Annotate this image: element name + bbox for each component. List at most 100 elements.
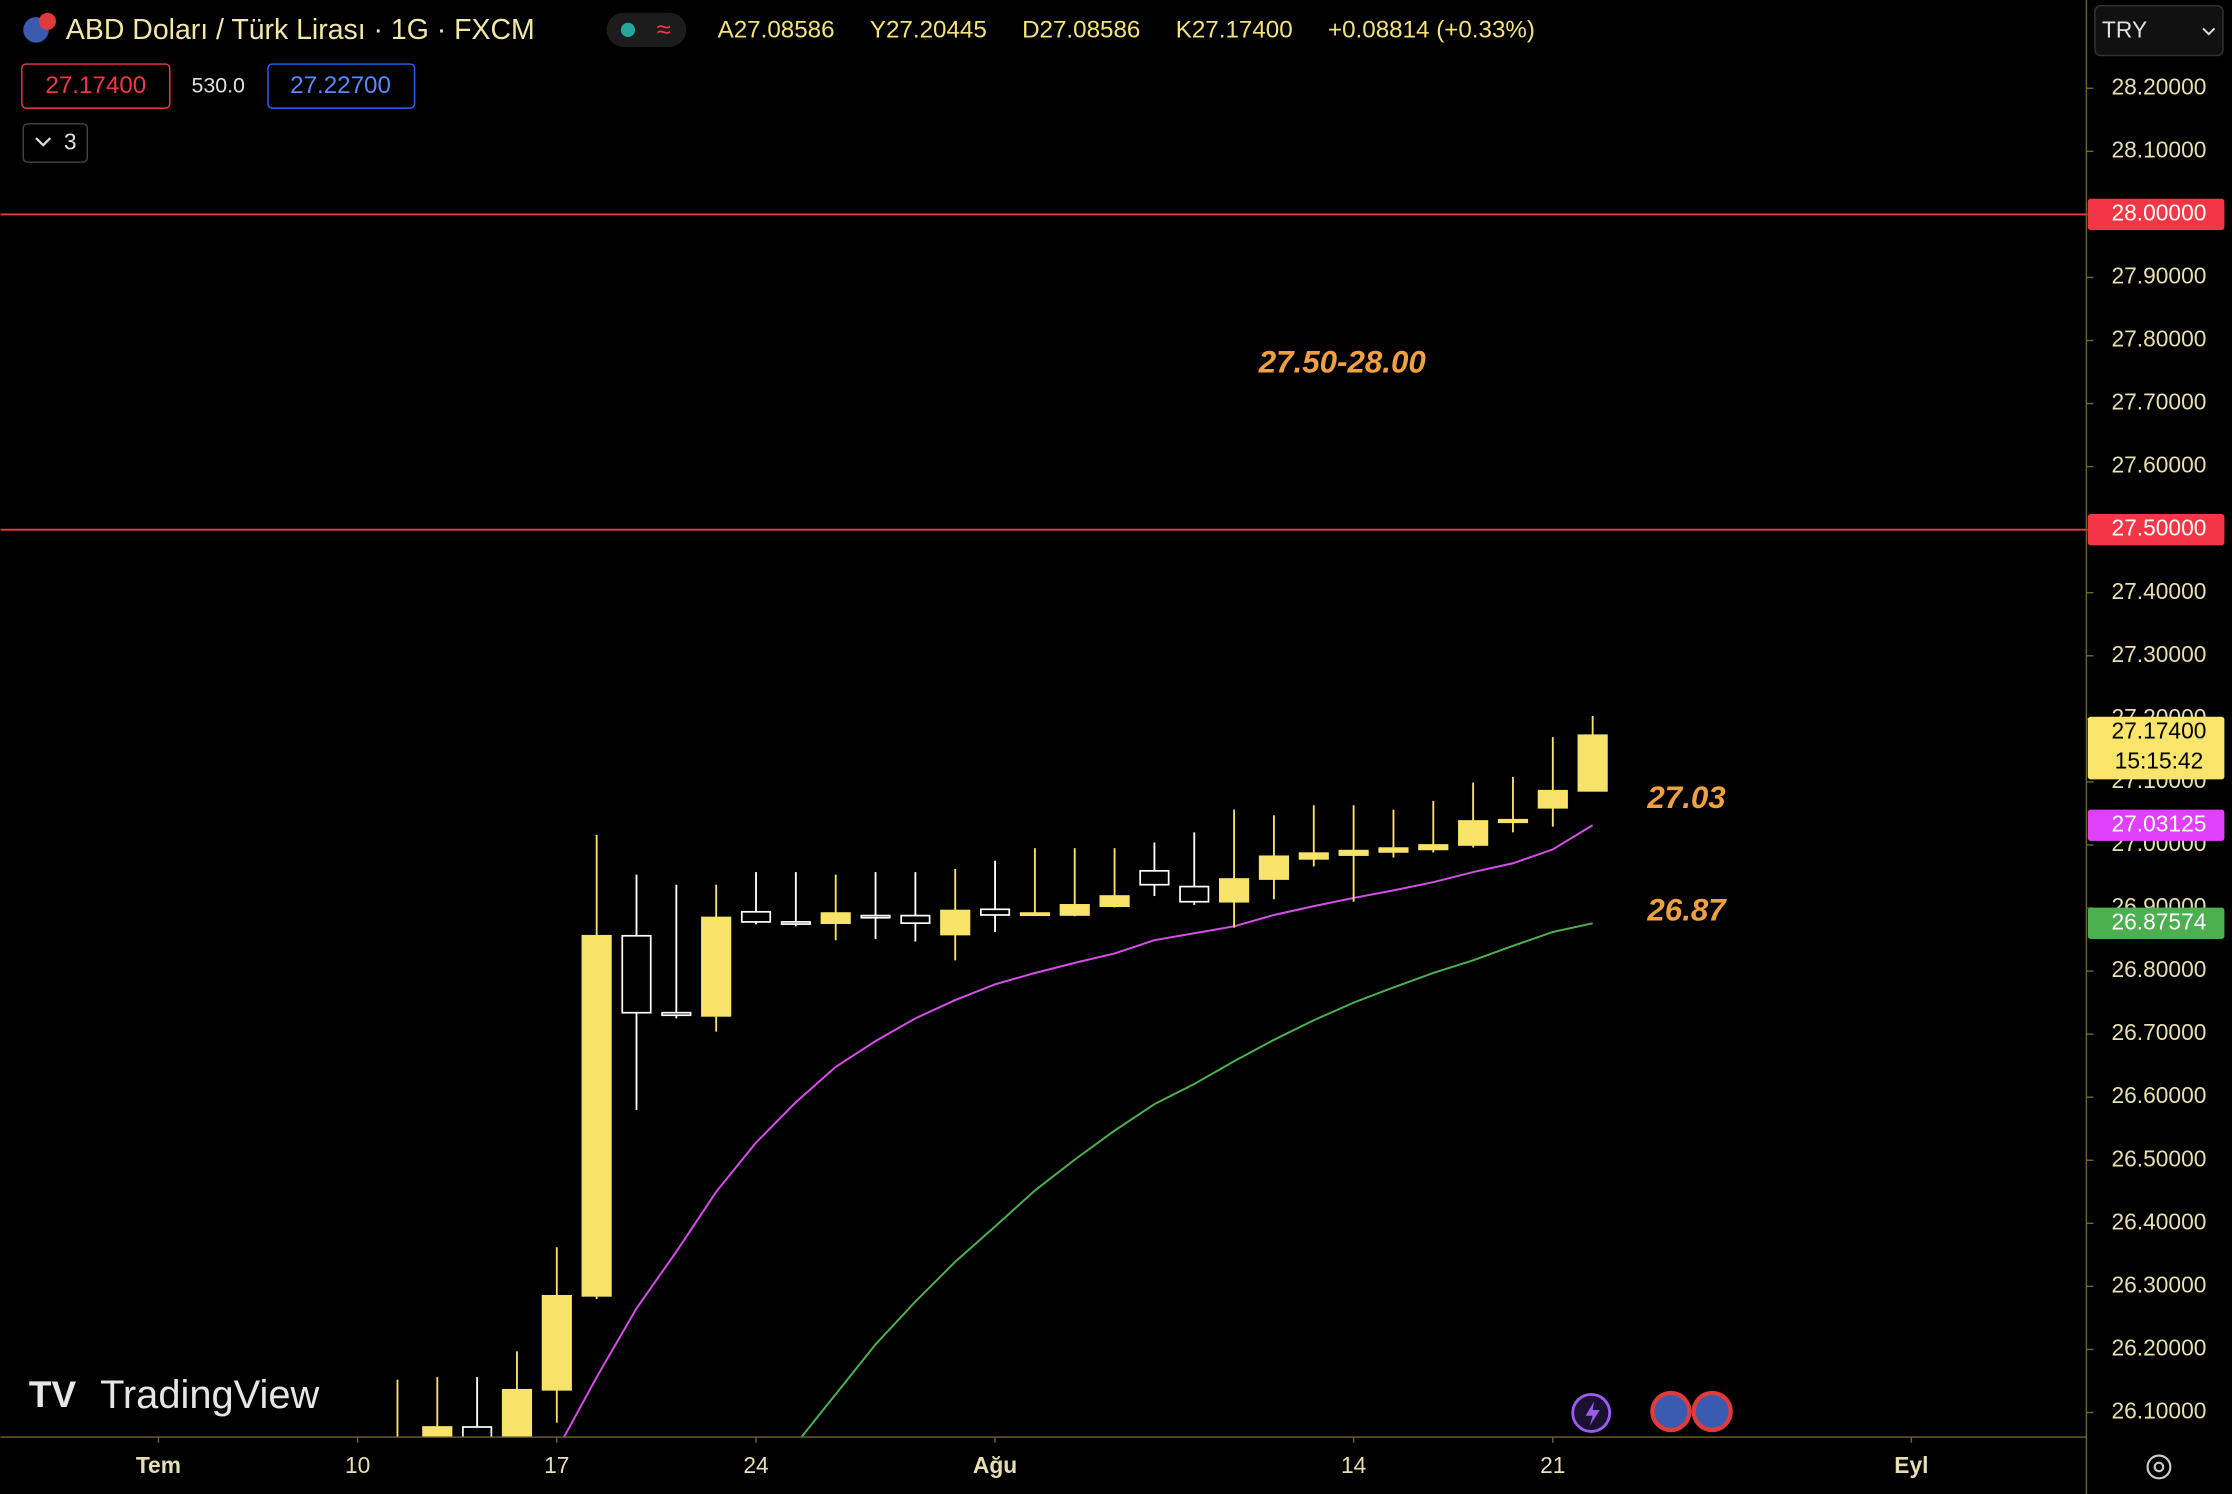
x-tick-label: 10 xyxy=(345,1452,370,1478)
y-tick-label: 27.60000 xyxy=(2112,452,2207,478)
y-tick-label: 26.80000 xyxy=(2112,956,2207,982)
countdown: 15:15:42 xyxy=(2115,747,2204,773)
indicators-count[interactable]: 3 xyxy=(64,129,77,155)
candle-body xyxy=(1139,869,1170,886)
candle-body xyxy=(900,914,931,925)
y-tick-label: 26.60000 xyxy=(2112,1082,2207,1108)
brand: TradingView xyxy=(100,1373,319,1417)
candle-body xyxy=(1497,818,1529,824)
candle-body xyxy=(1537,789,1568,809)
ma-line xyxy=(562,824,1594,1438)
ma-line xyxy=(800,922,1593,1438)
y-tick-label: 26.50000 xyxy=(2112,1145,2207,1171)
candle-body xyxy=(1258,855,1290,880)
candle-body xyxy=(1378,847,1409,853)
y-tick-label: 27.70000 xyxy=(2112,389,2207,415)
price-tag xyxy=(2087,907,2225,939)
y-tick-label: 26.10000 xyxy=(2112,1398,2207,1424)
price-tag xyxy=(2087,716,2225,780)
chevron xyxy=(35,137,52,147)
candle-body xyxy=(860,914,891,919)
candle-body xyxy=(701,916,732,1017)
price-tag-label: 26.87574 xyxy=(2112,908,2207,934)
candle-body xyxy=(501,1388,533,1438)
candle-body xyxy=(1019,912,1050,917)
price-tag xyxy=(2087,198,2225,231)
x-tick-label: Ağu xyxy=(973,1452,1017,1478)
ohlc: Y27.20445 xyxy=(870,17,987,44)
annotation: 26.87 xyxy=(1646,892,1727,927)
y-tick-label: 27.40000 xyxy=(2112,578,2207,604)
currency-select[interactable] xyxy=(2094,4,2224,57)
candle-body xyxy=(541,1294,572,1391)
candle-body xyxy=(1059,904,1090,916)
symbol-title: ABD Doları / Türk Lirası · 1G · FXCM xyxy=(66,14,535,46)
price-tag xyxy=(2087,514,2225,546)
candle-body xyxy=(1338,849,1369,856)
price-tag-label: 27.17400 xyxy=(2112,717,2207,743)
y-tick-label: 27.80000 xyxy=(2112,326,2207,352)
candle-body xyxy=(940,909,971,936)
event-icon[interactable] xyxy=(1650,1390,1692,1433)
change: +0.08814 (+0.33%) xyxy=(1328,17,1535,44)
candle-body xyxy=(979,908,1011,916)
y-tick-label: 26.40000 xyxy=(2112,1208,2207,1234)
flag-icon xyxy=(38,12,56,30)
currency[interactable]: TRY xyxy=(2102,16,2147,42)
price-tag-label: 27.50000 xyxy=(2112,515,2207,541)
candle-body xyxy=(820,912,851,925)
annotation: 27.50-28.00 xyxy=(1258,345,1427,380)
chevron xyxy=(2202,27,2216,36)
sell-button[interactable] xyxy=(21,63,171,109)
price-tag xyxy=(2087,809,2225,841)
bid-price[interactable]: 27.17400 xyxy=(45,72,146,99)
candle-body xyxy=(1418,844,1449,851)
candle-body xyxy=(1298,852,1329,860)
status-pill xyxy=(606,12,687,47)
y-tick-label: 26.30000 xyxy=(2112,1271,2207,1297)
x-tick-label: 21 xyxy=(1540,1452,1565,1478)
candle-body xyxy=(1219,878,1250,903)
x-tick-label: 14 xyxy=(1341,1452,1366,1478)
spread: 530.0 xyxy=(191,73,245,97)
price-tag-label: 28.00000 xyxy=(2112,199,2207,225)
candle-body xyxy=(462,1426,493,1438)
x-tick-label: 17 xyxy=(544,1452,569,1478)
y-tick-label: 26.70000 xyxy=(2112,1019,2207,1045)
x-tick-label: Tem xyxy=(136,1452,181,1478)
price-tag-label: 27.03125 xyxy=(2112,810,2207,836)
candle-body xyxy=(1577,734,1608,792)
logo-mark: TV xyxy=(29,1374,77,1415)
annotation: 27.03 xyxy=(1646,780,1726,815)
event-icon[interactable] xyxy=(1691,1390,1733,1433)
candle-body xyxy=(661,1011,692,1017)
settings-icon[interactable] xyxy=(2146,1454,2172,1480)
y-tick-label: 28.10000 xyxy=(2112,136,2207,162)
x-tick-label: Eyl xyxy=(1894,1452,1928,1478)
delay-icon: ≈ xyxy=(657,16,671,44)
y-tick-label: 26.20000 xyxy=(2112,1334,2207,1360)
y-tick-label: 27.30000 xyxy=(2112,641,2207,667)
indicators-toggle[interactable] xyxy=(22,123,88,163)
candle-body xyxy=(780,921,811,925)
candle-body xyxy=(581,934,612,1297)
candle-body xyxy=(422,1426,453,1438)
candle-body xyxy=(740,910,772,923)
candle-body xyxy=(1099,895,1130,907)
buy-button[interactable] xyxy=(267,63,416,109)
ohlc: K27.17400 xyxy=(1176,17,1293,44)
ask-price[interactable]: 27.22700 xyxy=(290,72,391,99)
y-tick-label: 27.90000 xyxy=(2112,262,2207,288)
candle-body xyxy=(1179,885,1210,903)
lightning xyxy=(1585,1401,1600,1426)
ohlc: D27.08586 xyxy=(1022,17,1140,44)
x-tick-label: 24 xyxy=(743,1452,768,1478)
candle-body xyxy=(621,934,652,1014)
market-status xyxy=(620,22,636,37)
plot-area xyxy=(0,213,2087,1438)
candle-body xyxy=(1458,820,1489,846)
y-tick-label: 28.20000 xyxy=(2112,73,2207,99)
